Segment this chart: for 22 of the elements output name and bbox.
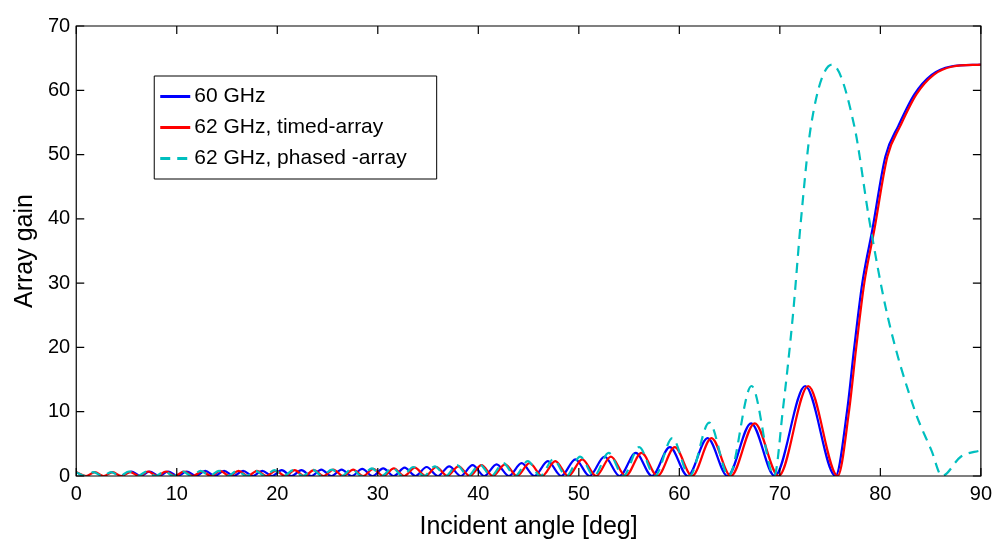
x-tick-label: 90 <box>969 481 992 504</box>
x-tick-label: 30 <box>366 481 389 504</box>
x-tick-label: 10 <box>165 481 188 504</box>
x-tick-label: 20 <box>266 481 289 504</box>
y-tick-label: 10 <box>48 399 71 422</box>
y-tick-label: 70 <box>48 13 71 36</box>
y-tick-label: 20 <box>48 334 71 357</box>
y-tick-label: 0 <box>59 463 71 486</box>
y-axis-title: Array gain <box>8 194 37 308</box>
y-tick-label: 40 <box>48 206 71 229</box>
x-tick-label: 40 <box>467 481 490 504</box>
y-tick-label: 60 <box>48 77 71 100</box>
x-tick-label: 80 <box>869 481 892 504</box>
x-axis-title: Incident angle [deg] <box>419 510 638 539</box>
y-tick-label: 30 <box>48 270 71 293</box>
legend-label: 62 GHz, timed-array <box>194 114 384 138</box>
x-tick-label: 50 <box>567 481 590 504</box>
legend-label: 60 GHz <box>194 83 266 107</box>
x-tick-label: 60 <box>668 481 691 504</box>
legend-label: 62 GHz, phased -array <box>194 145 408 169</box>
y-tick-label: 50 <box>48 142 71 165</box>
x-tick-label: 70 <box>768 481 791 504</box>
